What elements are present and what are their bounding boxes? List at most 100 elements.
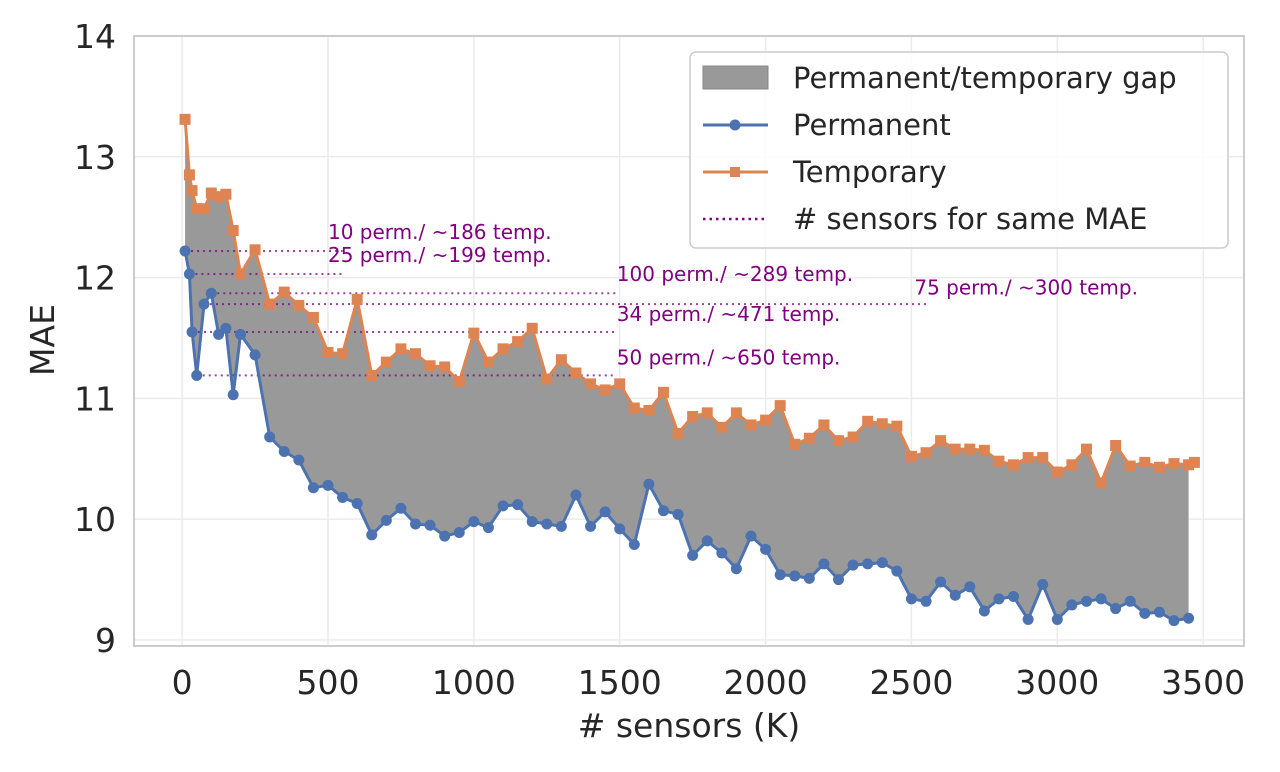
permanent-point (1051, 613, 1063, 625)
temporary-point (949, 443, 961, 455)
temporary-point (774, 400, 786, 412)
temporary-point (862, 415, 874, 427)
permanent-point (249, 349, 261, 361)
temporary-point (920, 447, 932, 459)
temporary-point (760, 414, 772, 426)
permanent-point (964, 581, 976, 593)
temporary-point (249, 244, 261, 256)
permanent-point (512, 499, 524, 511)
temporary-point (1022, 452, 1034, 464)
temporary-point (497, 343, 509, 355)
permanent-point (701, 535, 713, 547)
temporary-point (657, 386, 669, 398)
temporary-point (585, 378, 597, 390)
temporary-point (205, 187, 217, 199)
temporary-point (716, 421, 728, 433)
permanent-point (657, 505, 669, 517)
permanent-point (803, 572, 815, 584)
temporary-point (541, 373, 553, 385)
temporary-point (380, 356, 392, 368)
legend-frame (689, 51, 1229, 249)
permanent-point (1080, 595, 1092, 607)
permanent-point (978, 605, 990, 617)
temporary-point (687, 410, 699, 422)
temporary-point (891, 420, 903, 432)
temporary-point (424, 360, 436, 372)
permanent-point (1095, 593, 1107, 605)
permanent-point (1183, 612, 1195, 624)
permanent-point (337, 491, 349, 503)
temporary-point (876, 418, 888, 430)
permanent-point (482, 522, 494, 534)
temporary-point (628, 402, 640, 414)
permanent-point (227, 389, 239, 401)
permanent-point (395, 502, 407, 514)
permanent-point (599, 506, 611, 518)
temporary-point (453, 375, 465, 387)
permanent-point (497, 500, 509, 512)
permanent-point (1037, 578, 1049, 590)
temporary-point (293, 299, 305, 311)
equivalence-label: 34 perm./ ~471 temp. (617, 302, 841, 326)
temporary-point (186, 185, 198, 197)
permanent-point (1124, 595, 1136, 607)
permanent-point (424, 519, 436, 531)
temporary-point (1153, 461, 1165, 473)
permanent-point (760, 543, 772, 555)
temporary-point (1124, 460, 1136, 472)
temporary-point (701, 407, 713, 419)
permanent-point (183, 268, 195, 280)
y-tick-label: 12 (74, 259, 116, 298)
permanent-point (1110, 603, 1122, 615)
temporary-point (1037, 452, 1049, 464)
temporary-point (1168, 458, 1180, 470)
permanent-point (789, 570, 801, 582)
x-tick-label: 0 (172, 663, 193, 702)
y-tick-label: 9 (95, 621, 116, 660)
temporary-point (1188, 456, 1200, 468)
permanent-point (278, 446, 290, 458)
temporary-point (1080, 443, 1092, 455)
permanent-point (191, 369, 203, 381)
temporary-point (278, 286, 290, 298)
temporary-point (978, 444, 990, 456)
permanent-point (876, 557, 888, 569)
permanent-point (380, 514, 392, 526)
temporary-point (745, 419, 757, 431)
permanent-point (1022, 613, 1034, 625)
temporary-point (410, 348, 422, 360)
permanent-point (234, 328, 246, 340)
equivalence-label: 100 perm./ ~289 temp. (617, 262, 853, 286)
permanent-point (526, 516, 538, 528)
temporary-point (803, 432, 815, 444)
temporary-point (570, 367, 582, 379)
equivalence-label: 10 perm./ ~186 temp. (328, 220, 552, 244)
equivalence-label: 50 perm./ ~650 temp. (617, 346, 841, 370)
permanent-point (453, 526, 465, 538)
permanent-point (716, 547, 728, 559)
permanent-point (322, 479, 334, 491)
permanent-point (891, 565, 903, 577)
permanent-point (1168, 615, 1180, 627)
temporary-point (1008, 459, 1020, 471)
permanent-point (205, 287, 217, 299)
permanent-point (920, 595, 932, 607)
legend-permanent-label: Permanent (793, 108, 951, 142)
legend-gap-label: Permanent/temporary gap (793, 61, 1177, 95)
permanent-point (541, 518, 553, 530)
legend-temporary-label: Temporary (792, 155, 947, 189)
permanent-point (220, 322, 232, 334)
temporary-point (818, 419, 830, 431)
temporary-point (213, 191, 225, 203)
y-tick-label: 14 (74, 17, 116, 56)
temporary-point (614, 378, 626, 390)
permanent-point (730, 563, 742, 575)
permanent-point (1139, 607, 1151, 619)
series-layer (179, 113, 1200, 627)
temporary-point (395, 343, 407, 355)
permanent-point (293, 454, 305, 466)
axes-frame (133, 35, 1245, 647)
temporary-point (672, 427, 684, 439)
